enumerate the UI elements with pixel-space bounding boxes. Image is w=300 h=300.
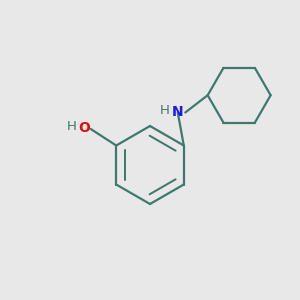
Text: H: H [67,119,76,133]
Text: H: H [159,104,169,118]
Text: O: O [78,121,90,134]
Text: N: N [172,106,184,119]
